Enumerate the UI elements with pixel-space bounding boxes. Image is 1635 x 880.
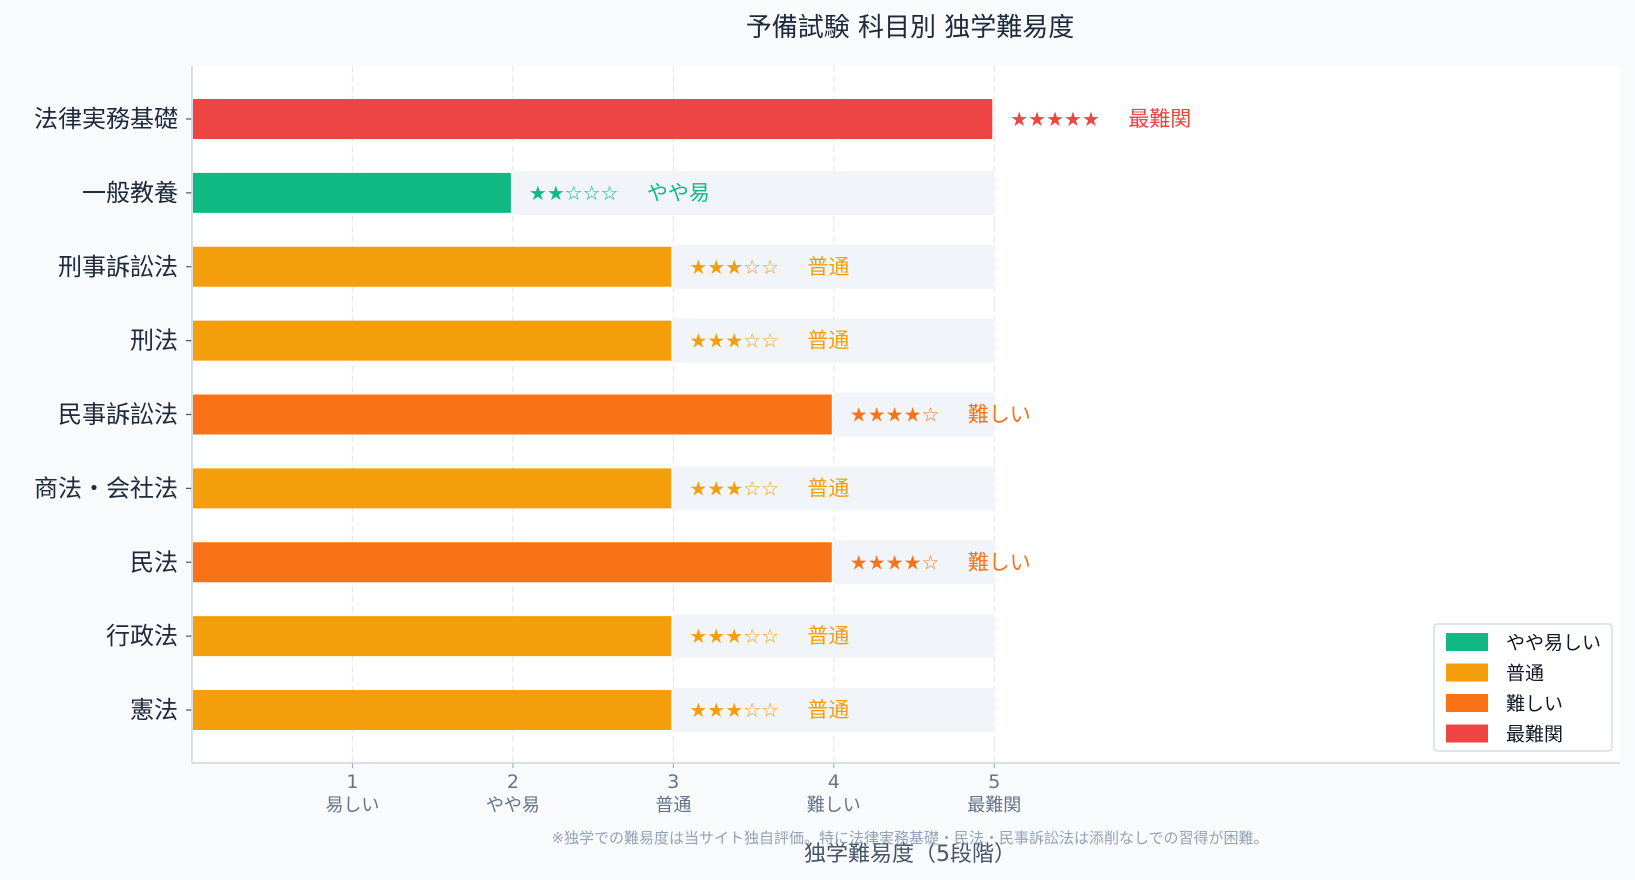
bar (193, 542, 832, 583)
x-axis-label: 独学難易度（5段階） (804, 842, 1016, 867)
legend-swatch (1446, 724, 1488, 743)
legend-swatch (1446, 694, 1488, 712)
bar-track (673, 688, 995, 732)
bar-value-label: 難しい (968, 550, 1031, 574)
bar-value-label: 普通 (807, 698, 849, 722)
bar-stars: ★★★☆☆ (689, 624, 779, 648)
bar (193, 99, 993, 139)
bar-value-label: 難しい (968, 403, 1031, 427)
bar-track (673, 318, 995, 363)
bar-track (833, 540, 995, 585)
y-tick-label: 刑法 (130, 327, 178, 355)
y-tick-label: 商法・会社法 (34, 474, 178, 502)
legend-label: 普通 (1506, 663, 1544, 685)
x-tick-number: 2 (507, 771, 519, 793)
legend-swatch (1446, 633, 1488, 651)
x-tick-label: 易しい (325, 795, 379, 816)
bar-value-label: やや易 (647, 181, 710, 205)
bar (193, 172, 511, 213)
y-tick-label: 行政法 (106, 622, 178, 650)
bar-stars: ★★★★☆ (850, 550, 940, 574)
bar-value-label: 普通 (807, 476, 849, 500)
y-tick-label: 一般教養 (82, 179, 178, 207)
y-tick-label: 刑事訴訟法 (58, 253, 178, 281)
bar-tracks (512, 170, 995, 732)
bars (193, 99, 993, 730)
bar-stars: ★★★★★ (1010, 107, 1100, 131)
y-tick-label: 民法 (130, 548, 178, 576)
y-tick-label: 憲法 (130, 696, 178, 724)
x-tick-label: やや易 (486, 795, 540, 816)
bar-labels: ★★★★★ 最難関 ★★☆☆☆ やや易 ★★★☆☆ 普通 ★★★☆☆ 普通 ★★★★☆ 難しい ★★… (529, 107, 1191, 722)
bar-track (673, 244, 995, 289)
bar-stars: ★★☆☆☆ (529, 181, 619, 205)
legend-label: 最難関 (1506, 724, 1563, 746)
bar-value-label: 普通 (807, 255, 849, 279)
bar (193, 320, 672, 361)
bar (193, 394, 832, 435)
x-tick-number: 4 (828, 771, 840, 793)
x-tick-label: 最難関 (967, 795, 1021, 816)
bar (193, 616, 672, 657)
x-tick-label: 普通 (655, 795, 691, 816)
bar-track (512, 170, 995, 215)
bar-stars: ★★★☆☆ (689, 255, 779, 279)
x-tick-number: 1 (346, 771, 358, 793)
footnote: ※独学での難易度は当サイト独自評価。特に法律実務基礎・民法・民事訴訟法は添削なし… (551, 829, 1268, 847)
bar-value-label: 普通 (807, 624, 849, 648)
y-tick-label: 法律実務基礎 (34, 105, 178, 133)
bar-value-label: 最難関 (1128, 107, 1191, 131)
legend-label: 難しい (1506, 693, 1563, 715)
bar-track (673, 466, 995, 511)
bar (193, 468, 672, 509)
x-tick-label: 難しい (807, 795, 861, 816)
bar-track (673, 614, 995, 659)
legend-swatch (1446, 663, 1488, 682)
bar-stars: ★★★☆☆ (689, 698, 779, 722)
bar (193, 246, 672, 287)
x-tick-number: 5 (988, 771, 1000, 793)
bar (193, 690, 672, 730)
legend-box (1433, 623, 1613, 752)
legend-label: やや易しい (1506, 632, 1601, 654)
bar-stars: ★★★☆☆ (689, 476, 779, 500)
y-tick-label: 民事訴訟法 (58, 401, 178, 429)
bar-track (833, 392, 995, 437)
bar-stars: ★★★☆☆ (689, 329, 779, 353)
x-tick-number: 3 (667, 771, 679, 793)
bar-stars: ★★★★☆ (850, 403, 940, 427)
chart-title: 予備試験 科目別 独学難易度 (746, 13, 1075, 43)
bar-value-label: 普通 (807, 329, 849, 353)
